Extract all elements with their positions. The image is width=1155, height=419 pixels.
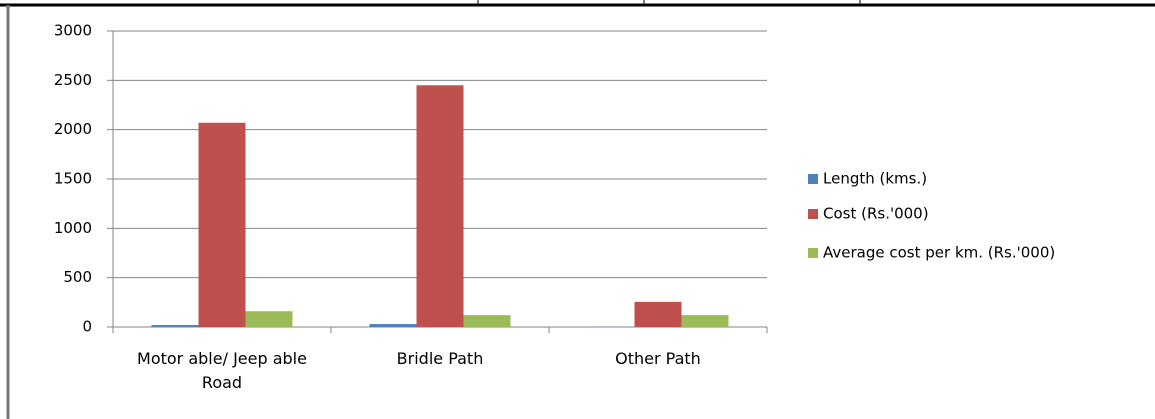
bar xyxy=(681,315,729,327)
y-tick-label: 3000 xyxy=(54,22,92,40)
legend-label: Average cost per km. (Rs.'000) xyxy=(823,244,1055,262)
x-tick-label: Motor able/ Jeep able Road xyxy=(137,349,307,392)
y-tick-label: 1000 xyxy=(54,219,92,237)
x-tick-label: Bridle Path xyxy=(396,349,484,368)
bar xyxy=(151,325,199,327)
y-tick-label: 2500 xyxy=(54,71,92,89)
legend-swatch xyxy=(808,209,818,219)
legend-label: Length (kms.) xyxy=(823,170,927,188)
y-tick-label: 2000 xyxy=(54,120,92,138)
x-tick-label: Other Path xyxy=(615,349,701,368)
bar xyxy=(463,315,511,327)
legend-swatch xyxy=(808,248,818,258)
y-tick-label: 0 xyxy=(82,318,92,336)
y-tick-label: 1500 xyxy=(54,170,92,188)
legend-label: Cost (Rs.'000) xyxy=(823,205,929,223)
bar xyxy=(416,85,464,328)
bar xyxy=(245,311,293,327)
bar xyxy=(198,122,246,327)
legend-swatch xyxy=(808,174,818,184)
bar xyxy=(369,324,417,327)
y-tick-label: 500 xyxy=(63,268,92,286)
bar xyxy=(634,301,682,327)
